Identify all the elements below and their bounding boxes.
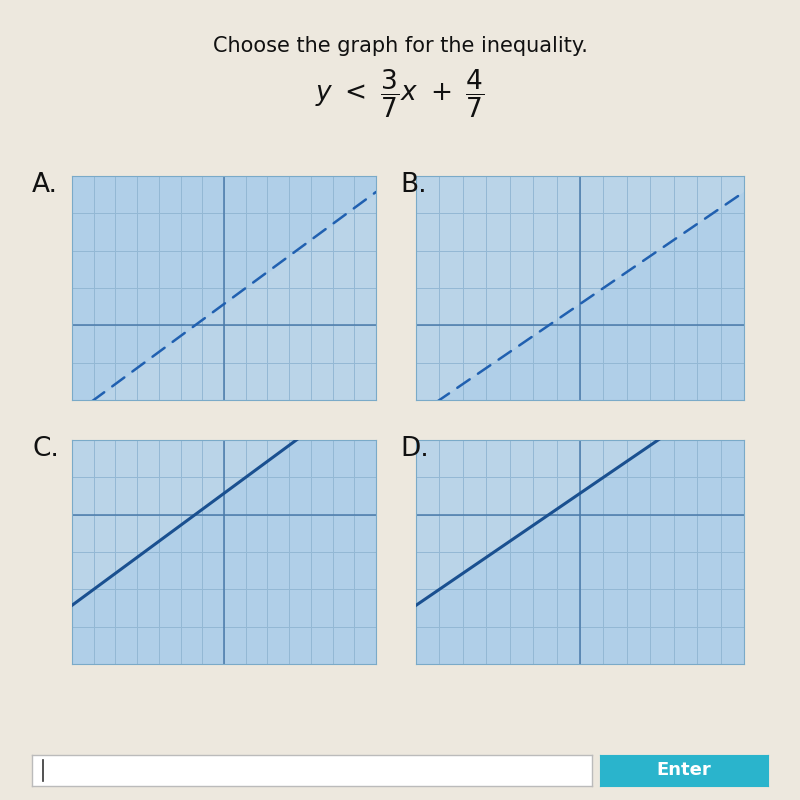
Text: C.: C. [32,436,59,462]
Text: Enter: Enter [657,762,711,779]
Text: D.: D. [400,436,429,462]
Text: Choose the graph for the inequality.: Choose the graph for the inequality. [213,36,587,56]
Text: A.: A. [32,172,58,198]
Text: $y\ <\ \dfrac{3}{7}x\ +\ \dfrac{4}{7}$: $y\ <\ \dfrac{3}{7}x\ +\ \dfrac{4}{7}$ [315,68,485,120]
Text: B.: B. [400,172,426,198]
